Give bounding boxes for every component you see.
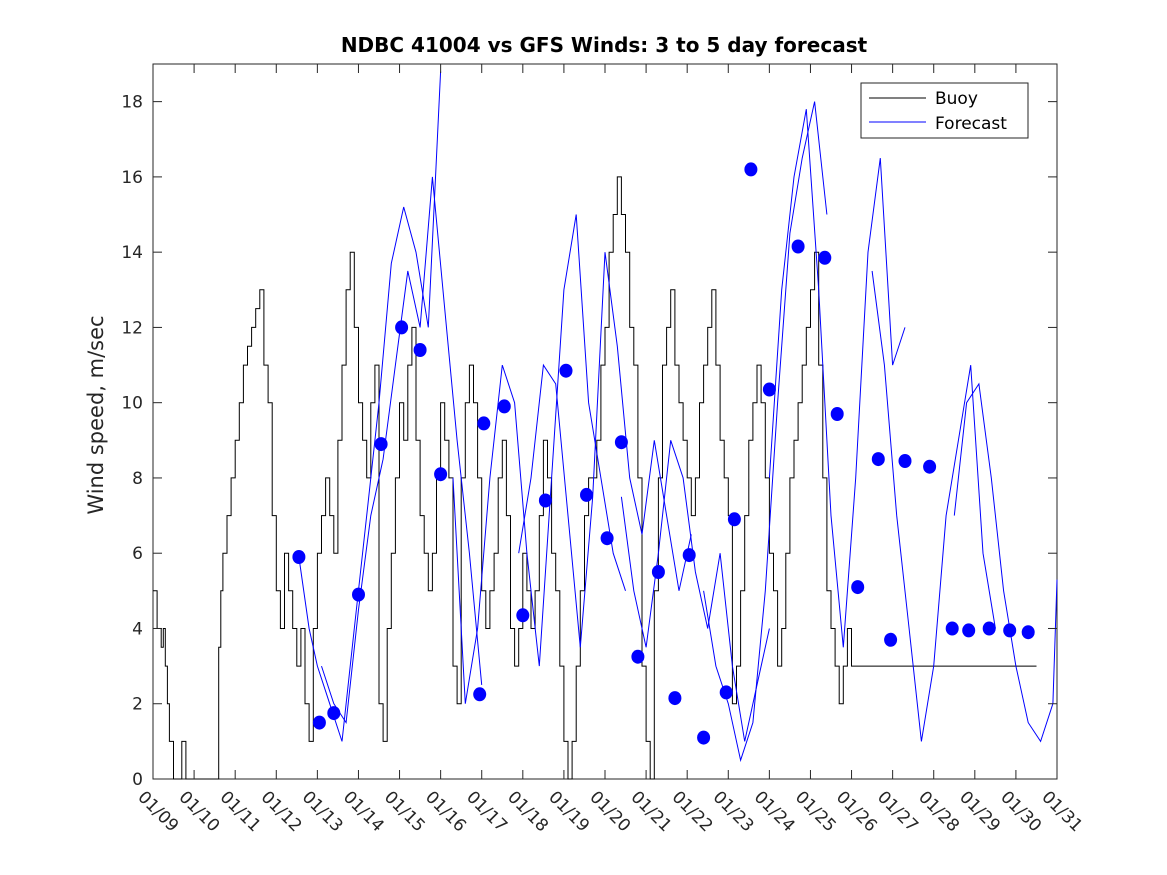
y-tick-label: 12 [121,318,143,338]
y-tick-label: 18 [121,93,143,113]
y-tick-label: 16 [121,168,143,188]
y-tick-label: 10 [121,394,143,414]
plot-area: 02468101214161801/0901/1001/1101/1201/13… [121,63,1086,836]
forecast-point [477,416,491,431]
forecast-point [945,621,959,636]
forecast-point [600,531,614,546]
y-tick-label: 8 [132,469,143,489]
forecast-point [668,691,682,706]
forecast-point [327,706,341,721]
legend-box [860,82,1029,139]
forecast-point [473,687,487,702]
forecast-point [395,320,409,335]
forecast-point [898,454,912,468]
forecast-point [744,162,758,177]
forecast-point [374,437,388,452]
forecast-series-line-3 [452,214,626,704]
forecast-point [727,512,741,527]
forecast-series-line-7 [768,109,906,648]
legend: Buoy Forecast [860,82,1029,139]
forecast-series-line-1 [298,71,442,742]
forecast-point [719,685,733,700]
forecast-point [352,587,365,602]
forecast-point [631,649,645,664]
forecast-point [697,730,711,745]
y-axis-label: Wind speed, m/sec [84,315,108,514]
forecast-point [292,550,306,564]
forecast-point [851,580,865,595]
y-tick-label: 6 [132,544,143,564]
legend-forecast-label: Forecast [935,114,1007,134]
forecast-point [982,621,996,636]
forecast-point [871,452,885,467]
forecast-point [651,565,665,579]
forecast-point [923,459,937,474]
y-tick-label: 2 [132,695,143,715]
y-tick-label: 4 [132,619,143,639]
forecast-point [830,407,844,421]
forecast-series-line-5 [620,440,770,742]
forecast-series-line-2 [321,176,483,725]
forecast-point [434,467,448,482]
forecast-point [884,632,898,647]
forecast-point [791,239,805,254]
y-tick-label: 14 [121,243,143,263]
forecast-point [538,493,552,508]
forecast-point [516,608,530,623]
forecast-point [1021,625,1035,640]
forecast-point [614,435,628,450]
points-layer [292,162,1035,745]
forecast-series-line-4 [518,252,692,648]
forecast-point [1003,623,1017,638]
forecast-point [962,623,976,638]
axes-box [152,63,1058,780]
forecast-point [559,363,573,378]
legend-buoy-label: Buoy [935,89,978,109]
y-tick-label: 0 [132,770,143,790]
forecast-series-line-8 [871,270,996,742]
forecast-point [818,250,832,265]
forecast-point [682,548,696,563]
forecast-point [413,343,427,357]
forecast-point [312,715,326,730]
forecast-point [762,382,776,397]
forecast-point [580,487,593,502]
chart-title: NDBC 41004 vs GFS Winds: 3 to 5 day fore… [341,33,868,57]
forecast-point [497,399,511,414]
